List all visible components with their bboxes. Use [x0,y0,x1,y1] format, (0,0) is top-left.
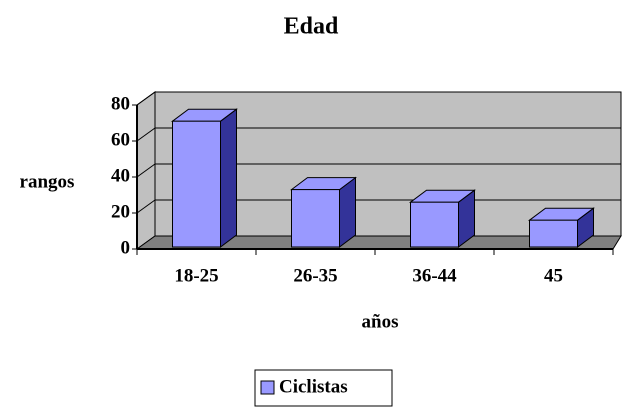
x-tick-label: 45 [544,265,563,286]
bar [410,201,459,248]
bar [172,120,221,248]
y-tick-label: 80 [111,93,130,114]
y-axis-label: rangos [20,171,75,192]
x-tick-label: 18-25 [174,265,218,286]
grid-line [136,91,156,106]
grid-line [136,163,156,178]
legend-box [254,369,393,407]
chart-title: Edad [284,14,339,40]
legend-label: Ciclistas [279,376,348,397]
y-tick-label: 40 [111,165,130,186]
bar [529,219,578,248]
x-axis-label: años [362,311,399,332]
grid-line [136,199,156,214]
bar-side [220,108,237,248]
x-tick-label: 36-44 [412,265,457,286]
legend-swatch [260,380,275,395]
bar [291,189,340,248]
x-tick-label: 26-35 [293,265,337,286]
y-tick-label: 0 [121,237,131,258]
grid-line [136,127,156,142]
y-tick-label: 20 [111,201,130,222]
y-tick-label: 60 [111,129,130,150]
